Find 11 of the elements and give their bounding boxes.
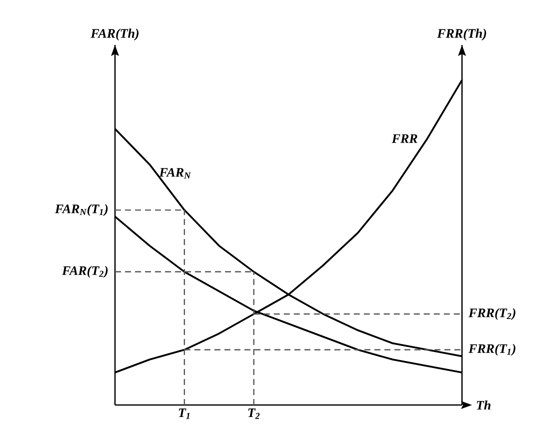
series-label: FRR bbox=[392, 134, 418, 143]
text: FRR(Th) bbox=[437, 28, 486, 40]
series-label: FAR$_{N}$ bbox=[159, 168, 191, 179]
text: FAR(Th) bbox=[90, 28, 139, 40]
ref-line-label: FAR$_{N}$(T$_{1}$) bbox=[54, 204, 108, 216]
ref-line-label: FAR(T$_{2}$) bbox=[62, 266, 108, 278]
x-tick-label: T$_{2}$ bbox=[248, 408, 260, 419]
x-axis-title: Th bbox=[476, 400, 490, 410]
x-tick-label: T$_{1}$ bbox=[178, 408, 190, 419]
ref-line-label: FRR(T$_{2}$) bbox=[468, 308, 516, 320]
ref-line-label: FRR(T$_{1}$) bbox=[468, 344, 516, 356]
